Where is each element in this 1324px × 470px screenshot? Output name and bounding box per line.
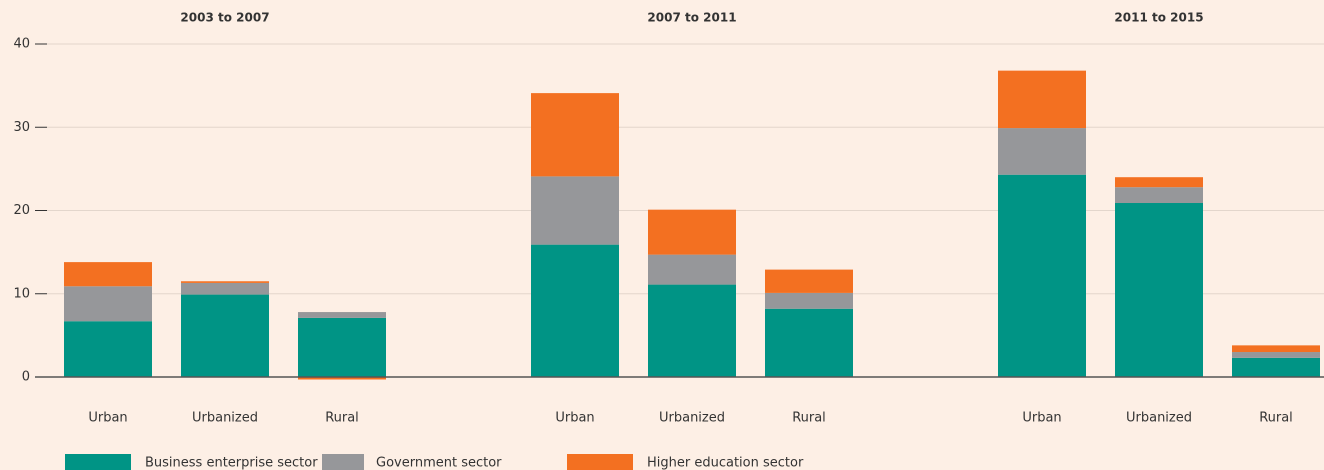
x-tick-label: Urban (1022, 411, 1061, 426)
bar-segment (648, 284, 736, 377)
bar-segment (648, 254, 736, 285)
legend-label: Business enterprise sector (145, 456, 318, 470)
bar-segment (298, 377, 386, 380)
bar-segment (765, 269, 853, 293)
bar-segment (998, 70, 1086, 129)
y-tick-label: 30 (13, 120, 30, 135)
bar-segment (298, 312, 386, 318)
bar-segment (531, 93, 619, 177)
bar-segment (998, 128, 1086, 175)
bar-segment (531, 244, 619, 377)
bar-segment (181, 294, 269, 377)
bar-segment (998, 174, 1086, 377)
x-tick-label: Urban (88, 411, 127, 426)
bar-segment (765, 292, 853, 309)
x-tick-label: Urbanized (659, 411, 725, 426)
bar-segment (181, 281, 269, 283)
x-tick-label: Urbanized (1126, 411, 1192, 426)
x-tick-label: Rural (1259, 411, 1293, 426)
bar-segment (64, 321, 152, 377)
bar-segment (1232, 352, 1320, 358)
y-tick-label: 20 (13, 203, 30, 218)
legend-swatch (322, 454, 364, 470)
bar-segment (531, 176, 619, 245)
group-title: 2011 to 2015 (1114, 11, 1203, 25)
bar-segment (64, 262, 152, 287)
bar-segment (1232, 345, 1320, 353)
y-tick-label: 10 (13, 286, 30, 301)
y-tick-label: 40 (13, 37, 30, 52)
x-tick-label: Rural (325, 411, 359, 426)
bar-segment (181, 282, 269, 295)
group-title: 2003 to 2007 (180, 11, 269, 25)
bar-segment (1115, 187, 1203, 204)
bar-segment (64, 286, 152, 322)
bar-segment (1115, 177, 1203, 188)
x-tick-label: Rural (792, 411, 826, 426)
legend-label: Government sector (376, 456, 502, 470)
legend-swatch (65, 454, 131, 470)
x-tick-label: Urban (555, 411, 594, 426)
bar-segment (298, 317, 386, 377)
x-tick-label: Urbanized (192, 411, 258, 426)
bar-segment (1232, 357, 1320, 377)
group-title: 2007 to 2011 (647, 11, 736, 25)
bar-segment (648, 209, 736, 255)
bar-segment (1115, 203, 1203, 377)
bar-segment (765, 308, 853, 377)
legend-swatch (567, 454, 633, 470)
y-tick-label: 0 (22, 370, 30, 385)
legend-label: Higher education sector (647, 456, 804, 470)
